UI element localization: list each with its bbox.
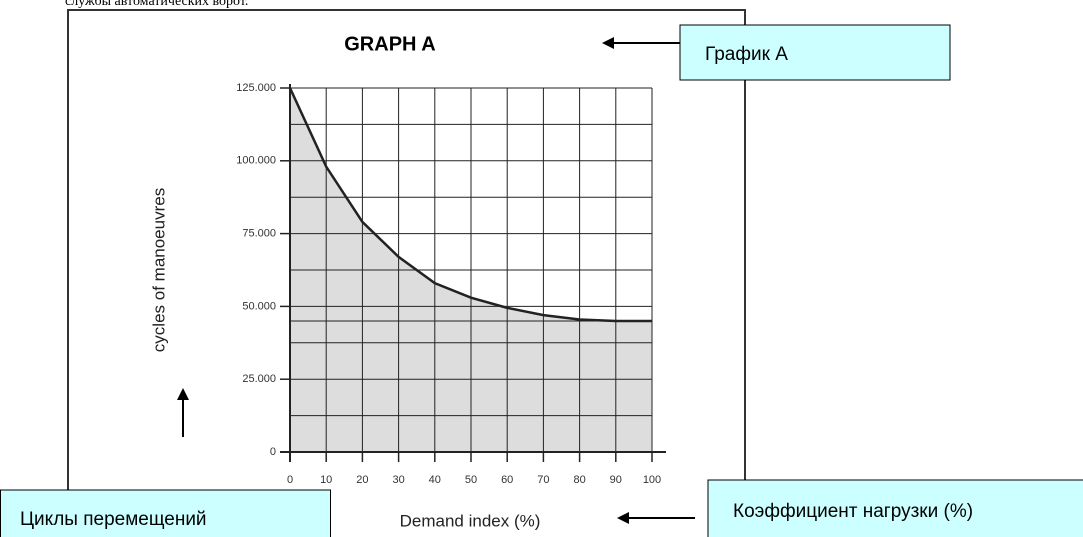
x-tick-label: 0 (287, 474, 293, 486)
y-tick-label: 75.000 (242, 228, 276, 240)
y-axis-label: cycles of manoeuvres (149, 188, 168, 352)
x-tick-label: 20 (356, 474, 368, 486)
header-text: службы автоматических ворот. (65, 0, 248, 9)
x-tick-label: 70 (537, 474, 549, 486)
arrow-head (602, 37, 614, 49)
x-tick-label: 30 (392, 474, 404, 486)
annotation: Коэффициент нагрузки (%) (733, 501, 973, 522)
chart-title: GRAPH A (344, 33, 435, 55)
y-tick-label: 0 (270, 446, 276, 458)
arrow-head (177, 388, 189, 400)
annotation-box (707, 479, 1083, 537)
x-tick-label: 40 (429, 474, 441, 486)
x-tick-label: 90 (610, 474, 622, 486)
frame (67, 9, 746, 537)
y-tick-label: 100.000 (236, 155, 276, 167)
x-tick-label: 10 (320, 474, 332, 486)
annotation-box (679, 24, 951, 81)
y-tick-label: 50.000 (242, 300, 276, 312)
x-tick-label: 60 (501, 474, 513, 486)
x-tick-label: 100 (643, 474, 661, 486)
annotation-box (0, 489, 331, 537)
arrows (177, 37, 695, 524)
arrow-head (617, 512, 629, 524)
y-tick-label: 125.000 (236, 82, 276, 94)
annotation: График А (705, 44, 788, 65)
x-tick-label: 50 (465, 474, 477, 486)
y-tick-label: 25.000 (242, 373, 276, 385)
annotation: Циклы перемещений (20, 509, 207, 530)
x-tick-label: 80 (573, 474, 585, 486)
area (290, 88, 652, 452)
x-axis-label: Demand index (%) (400, 511, 541, 530)
line (288, 87, 652, 323)
plot: 0 25.000 50.000 75.000 100.000 125.000 0 10 20 30… (236, 82, 666, 486)
